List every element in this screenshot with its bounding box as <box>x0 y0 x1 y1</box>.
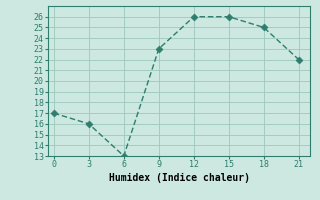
X-axis label: Humidex (Indice chaleur): Humidex (Indice chaleur) <box>109 173 250 183</box>
